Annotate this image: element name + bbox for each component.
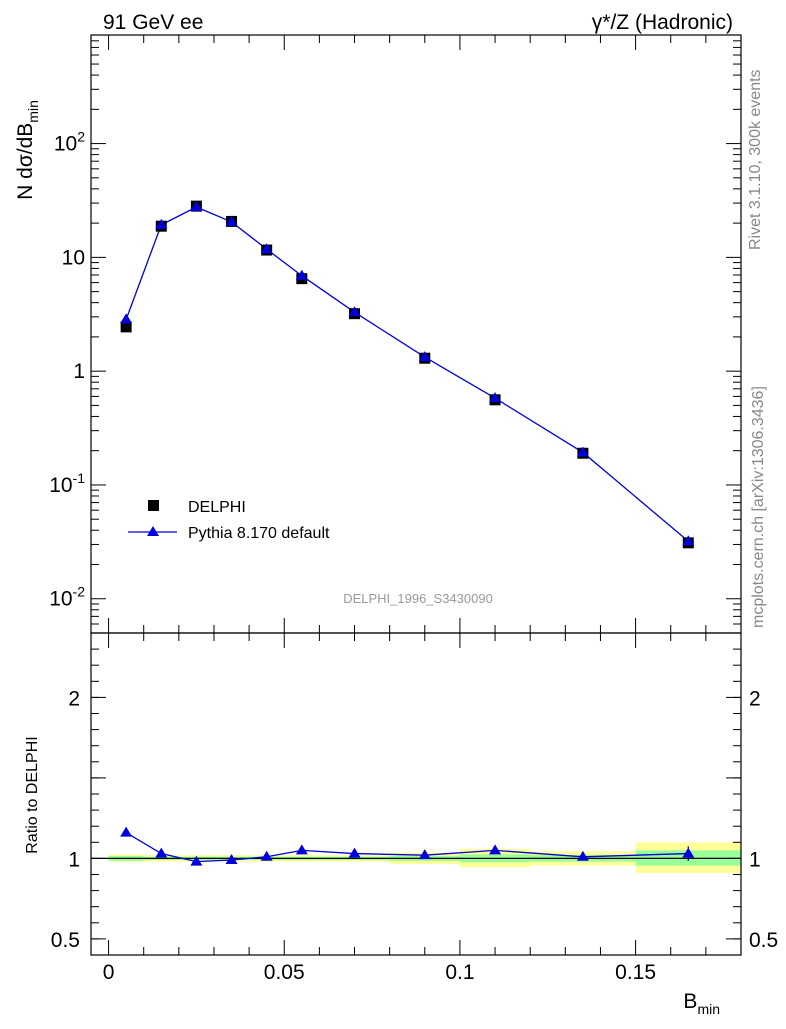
rivet-label: Rivet 3.1.10, 300k events: [747, 69, 764, 250]
pythia-ratio-point: [120, 826, 133, 837]
analysis-watermark: DELPHI_1996_S3430090: [343, 591, 493, 606]
pythia-ratio-point: [190, 855, 203, 866]
mcplots-label: mcplots.cern.ch [arXiv:1306.3436]: [750, 386, 767, 628]
main-series-markers: [120, 200, 695, 549]
ratio-y-axis-label: Ratio to DELPHI: [24, 736, 41, 853]
main-y-tick-label: 1: [73, 360, 85, 383]
main-plot-frame: [90, 34, 742, 634]
header-right: γ*/Z (Hadronic): [592, 11, 733, 34]
legend-label-delphi: DELPHI: [188, 499, 246, 516]
pythia-data-point: [260, 243, 273, 254]
legend: DELPHI Pythia 8.170 default: [128, 499, 330, 542]
legend-label-pythia: Pythia 8.170 default: [188, 525, 330, 542]
pythia-ratio-point: [348, 847, 361, 858]
header-left: 91 GeV ee: [103, 11, 203, 34]
x-tick-label: 0.15: [615, 961, 656, 984]
pythia-data-point: [225, 215, 238, 226]
ratio-plot-frame: [90, 632, 742, 956]
x-tick-label: 0: [103, 961, 115, 984]
pythia-ratio-point: [155, 847, 168, 858]
main-series-lines: [125, 206, 689, 542]
ratio-y-tick-label-right: 0.5: [749, 929, 778, 952]
pythia-line: [125, 206, 689, 542]
pythia-ratio-point: [418, 849, 431, 860]
ratio-y-tick-label: 0.5: [51, 929, 80, 952]
pythia-data-point: [190, 201, 203, 212]
pythia-data-point: [682, 535, 695, 546]
legend-marker-pythia: [147, 526, 159, 536]
x-tick-label: 0.1: [445, 961, 474, 984]
pythia-data-point: [576, 446, 589, 457]
main-y-tick-label: 10-1: [49, 470, 85, 497]
pythia-ratio-point: [489, 844, 502, 855]
delphi-data-point: [120, 321, 132, 333]
pythia-data-point: [295, 269, 308, 280]
x-tick-labels: 0 0.05 0.1 0.15: [103, 961, 656, 984]
x-axis-label: Bmin: [683, 990, 720, 1017]
pythia-data-point: [155, 218, 168, 229]
legend-marker-delphi: [148, 500, 159, 511]
ratio-y-tick-label-right: 1: [749, 848, 761, 871]
ratio-y-tick-label: 1: [68, 848, 80, 871]
main-axis-ticks: [91, 34, 742, 634]
main-y-tick-label: 102: [54, 129, 85, 156]
ratio-plot-panel: 0.5 0.51 12 2 0 0.05 0.1 0.15 Ratio to DELPHI …: [24, 632, 778, 1017]
ratio-series-markers: [120, 826, 695, 866]
main-y-tick-label: 10-2: [49, 584, 85, 611]
ratio-axis-ticks: [91, 633, 742, 955]
main-y-tick-labels: 10-2 10-1 1 10 102: [49, 129, 85, 611]
pythia-ratio-point: [295, 844, 308, 855]
main-y-tick-label: 10: [62, 246, 85, 269]
pythia-ratio-point: [225, 854, 238, 865]
pythia-ratio-point: [576, 850, 589, 861]
pythia-data-point: [348, 306, 361, 317]
main-y-axis-label: N dσ/dBmin: [14, 100, 41, 200]
pythia-data-point: [120, 313, 133, 324]
pythia-data-point: [489, 392, 502, 403]
pythia-data-point: [418, 351, 431, 362]
x-tick-label: 0.05: [264, 961, 305, 984]
pythia-ratio-point: [260, 850, 273, 861]
ratio-y-tick-labels: 0.5 0.5 1 1 2 2: [51, 687, 778, 952]
ratio-y-tick-label-right: 2: [749, 687, 761, 710]
ratio-y-tick-label: 2: [68, 687, 80, 710]
main-plot-panel: DELPHI_1996_S3430090 10-2 10-1 1 10 102 N dσ…: [14, 34, 742, 634]
